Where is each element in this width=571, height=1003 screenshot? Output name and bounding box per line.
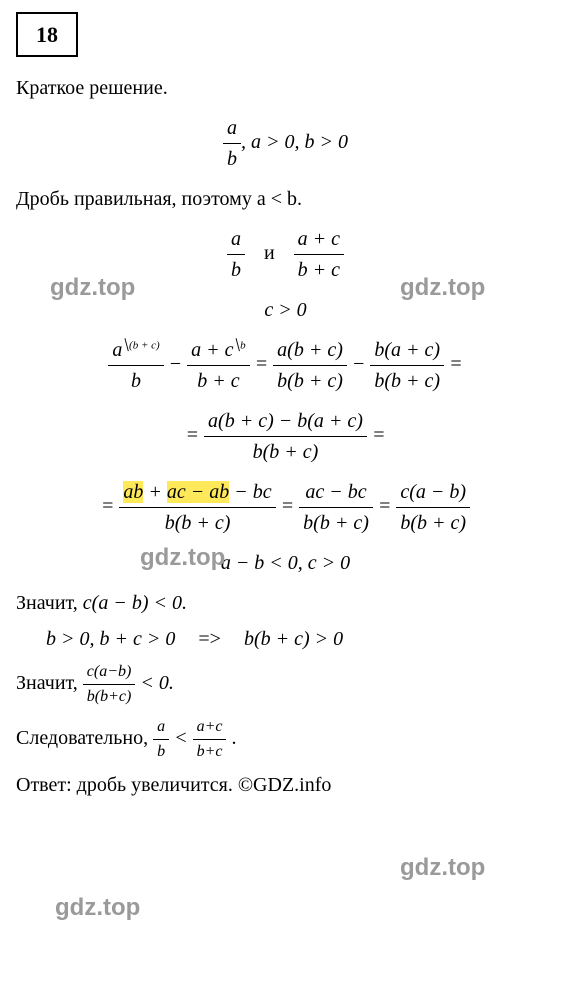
minus2: − (352, 353, 371, 375)
frac-c1-num: a (153, 715, 169, 740)
frac-s3: a(b + c) b(b + c) (273, 335, 347, 396)
eq-m1: = (281, 495, 300, 517)
frac-c2-num: a+c (193, 715, 227, 740)
line-therefore-1: Значит, c(a − b) < 0. (16, 588, 555, 618)
numerator: a (223, 113, 241, 144)
equals1: = (255, 353, 274, 375)
frac-a-over-b: a b (223, 113, 241, 174)
frac-s2-num: a + c╲b (187, 335, 250, 366)
proper-fraction-text: Дробь правильная, поэтому a < b. (16, 188, 302, 210)
frac-simplified: ac − bc b(b + c) (299, 477, 373, 538)
frac1-den: b (227, 255, 245, 285)
minus: − (169, 353, 188, 375)
frac-combined: a(b + c) − b(a + c) b(b + c) (204, 406, 367, 467)
conclusion-word: Следовательно, (16, 727, 153, 749)
frac-s1-num: a╲(b + c) (108, 335, 163, 366)
frac-combined-num: a(b + c) − b(a + c) (204, 406, 367, 437)
frac2-den: b + c (294, 255, 344, 285)
answer-line: Ответ: дробь увеличится. ©GDZ.info (16, 770, 555, 800)
eq-lead: = (186, 424, 205, 446)
line-compare-fractions: a b и a + c b + c (16, 224, 555, 285)
frac-s3-den: b(b + c) (273, 366, 347, 396)
line-proper-fraction: Дробь правильная, поэтому a < b. (16, 184, 555, 214)
therefore-word: Значит, (16, 592, 83, 614)
therefore-expr: c(a − b) < 0. (83, 592, 187, 614)
frac-s3-num: a(b + c) (273, 335, 347, 366)
eq-lead2: = (101, 495, 120, 517)
line-combined-frac: = a(b + c) − b(a + c) b(b + c) = (16, 406, 555, 467)
frac-s4: b(a + c) b(b + c) (370, 335, 444, 396)
frac-fact-num: c(a − b) (396, 477, 470, 508)
line-c-positive: c > 0 (16, 295, 555, 325)
frac-combined-den: b(b + c) (204, 437, 367, 467)
eq-m2: = (378, 495, 397, 517)
frac1: a b (227, 224, 245, 285)
frac-expanded-num: ab + ac − ab − bc (119, 477, 275, 508)
sup2: ╲b (234, 339, 246, 351)
problem-number-box: 18 (16, 12, 78, 57)
line-given: a b , a > 0, b > 0 (16, 113, 555, 174)
frac-s4-den: b(b + c) (370, 366, 444, 396)
frac-small-den: b(b+c) (83, 685, 136, 709)
implies-symbol: => (180, 628, 239, 650)
frac-c2-den: b+c (193, 740, 227, 764)
line-expanded: = ab + ac − ab − bc b(b + c) = ac − bc b… (16, 477, 555, 538)
equals-trail: = (449, 353, 463, 375)
line-subtraction-step1: a╲(b + c) b − a + c╲b b + c = a(b + c) b… (16, 335, 555, 396)
frac-small-num: c(a−b) (83, 660, 136, 685)
impl-rhs: b(b + c) > 0 (244, 628, 343, 650)
watermark-text: gdz.top (55, 890, 140, 926)
impl-lhs: b > 0, b + c > 0 (46, 628, 175, 650)
heading: Краткое решение. (16, 73, 555, 103)
frac-c2: a+c b+c (193, 715, 227, 764)
frac-expanded: ab + ac − ab − bc b(b + c) (119, 477, 275, 538)
lt-symbol: < (174, 727, 193, 749)
problem-number: 18 (36, 22, 58, 47)
frac-s1-den: b (108, 366, 163, 396)
given-conditions: , a > 0, b > 0 (241, 131, 348, 153)
therefore2-word: Значит, (16, 672, 83, 694)
frac-c1: a b (153, 715, 169, 764)
eq-trail: = (372, 424, 386, 446)
line-implication: b > 0, b + c > 0 => b(b + c) > 0 (16, 624, 555, 654)
frac1-num: a (227, 224, 245, 255)
frac-s2: a + c╲b b + c (187, 335, 250, 396)
conclusion-period: . (231, 727, 236, 749)
therefore2-tail: < 0. (140, 672, 174, 694)
line-conclusion: Следовательно, a b < a+c b+c . (16, 715, 555, 764)
line-therefore-2: Значит, c(a−b) b(b+c) < 0. (16, 660, 555, 709)
watermark-text: gdz.top (400, 850, 485, 886)
hl2: ac − ab (167, 481, 229, 503)
frac-factored: c(a − b) b(b + c) (396, 477, 470, 538)
frac-s2-den: b + c (187, 366, 250, 396)
frac2: a + c b + c (294, 224, 344, 285)
frac-s4-num: b(a + c) (370, 335, 444, 366)
frac-simp-den: b(b + c) (299, 508, 373, 538)
frac-fact-den: b(b + c) (396, 508, 470, 538)
line-sign-conditions: a − b < 0, c > 0 (16, 548, 555, 578)
frac-small: c(a−b) b(b+c) (83, 660, 136, 709)
frac-c1-den: b (153, 740, 169, 764)
frac-expanded-den: b(b + c) (119, 508, 275, 538)
sup1: ╲(b + c) (122, 339, 159, 351)
frac-s1: a╲(b + c) b (108, 335, 163, 396)
hl1: ab (123, 481, 143, 503)
frac-simp-num: ac − bc (299, 477, 373, 508)
frac2-num: a + c (294, 224, 344, 255)
denominator: b (223, 144, 241, 174)
and-word: и (250, 242, 289, 264)
